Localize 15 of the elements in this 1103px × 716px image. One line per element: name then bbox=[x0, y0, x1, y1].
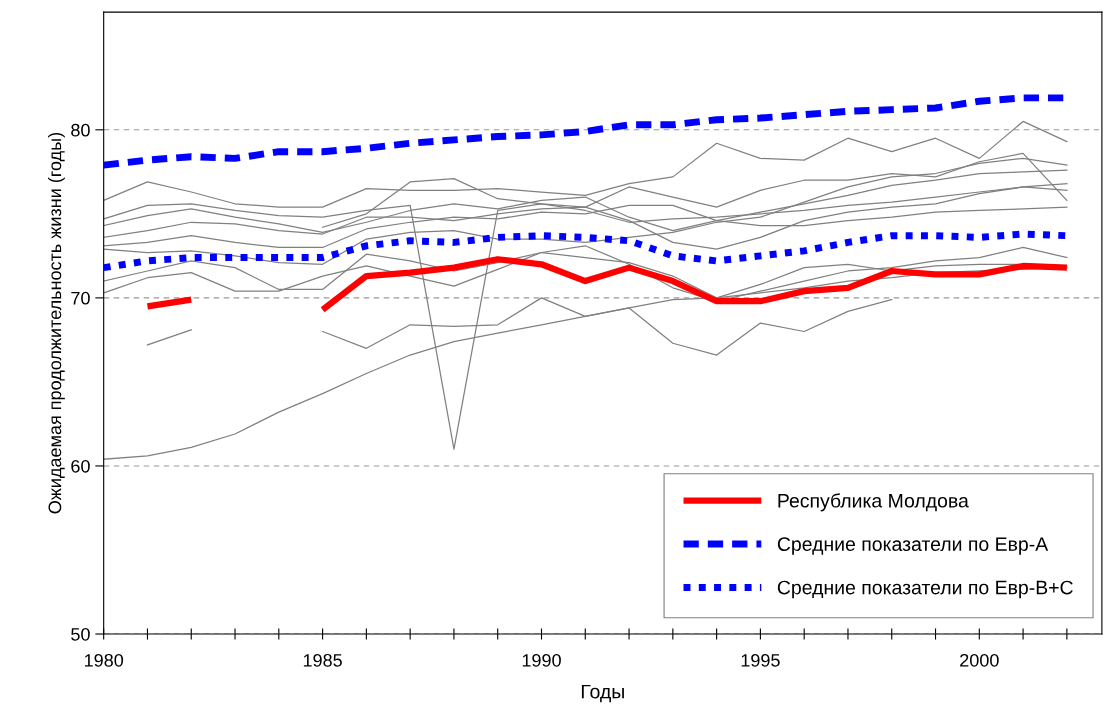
x-tick-label: 1985 bbox=[303, 653, 342, 667]
x-axis-title: Годы bbox=[581, 684, 624, 703]
line-series bbox=[321, 297, 893, 356]
y-tick-label: 80 bbox=[71, 123, 90, 137]
x-tick-label: 1980 bbox=[84, 653, 124, 667]
y-tick-label: 70 bbox=[71, 291, 90, 305]
y-tick-label: 60 bbox=[71, 459, 90, 473]
x-tick-label: 2000 bbox=[960, 653, 999, 667]
y-tick-label: 50 bbox=[71, 627, 90, 641]
legend-label: Республика Молдова bbox=[778, 493, 969, 512]
legend-label: Средние показатели по Евр-А bbox=[777, 537, 1049, 555]
x-tick-label: 1995 bbox=[741, 653, 780, 667]
x-tick-label: 1990 bbox=[522, 653, 561, 667]
legend-label: Средние показатели по Евр-B+C bbox=[777, 580, 1073, 599]
y-axis-title: Ожидаемая продолжительность жизни (годы) bbox=[48, 132, 65, 514]
